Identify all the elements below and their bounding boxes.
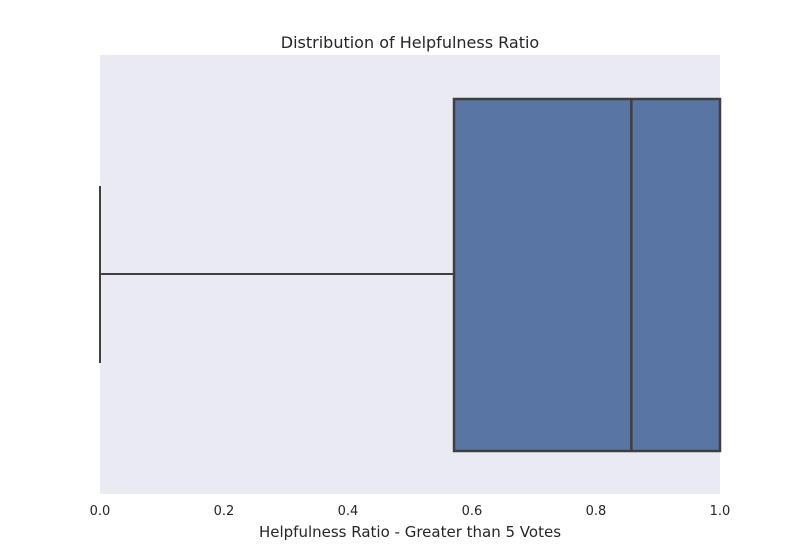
box-plot bbox=[99, 97, 722, 453]
x-tick-label: 0.2 bbox=[214, 504, 235, 519]
x-axis-ticks: 0.0 0.2 0.4 0.6 0.8 1.0 bbox=[90, 504, 731, 519]
x-tick-label: 0.0 bbox=[90, 504, 111, 519]
interquartile-box bbox=[452, 97, 722, 453]
x-axis-label: Helpfulness Ratio - Greater than 5 Votes bbox=[259, 523, 561, 541]
x-tick-label: 0.6 bbox=[462, 504, 483, 519]
x-tick-label: 0.8 bbox=[586, 504, 607, 519]
x-tick-label: 0.4 bbox=[338, 504, 359, 519]
x-tick-label: 1.0 bbox=[710, 504, 731, 519]
chart-title: Distribution of Helpfulness Ratio bbox=[281, 33, 539, 52]
